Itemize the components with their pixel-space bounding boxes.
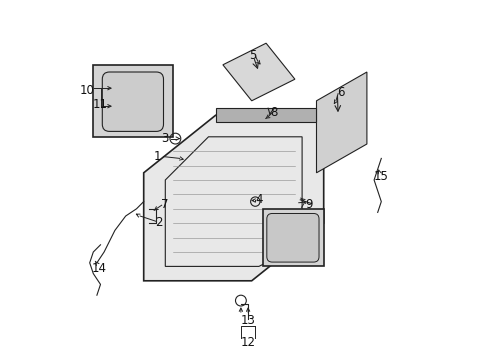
FancyBboxPatch shape — [266, 213, 318, 262]
Text: 13: 13 — [240, 314, 255, 327]
Text: 6: 6 — [337, 86, 344, 99]
Polygon shape — [316, 72, 366, 173]
Text: 2: 2 — [155, 216, 163, 229]
Text: 5: 5 — [248, 49, 256, 62]
Text: 8: 8 — [270, 106, 278, 119]
Polygon shape — [93, 65, 172, 137]
Polygon shape — [223, 43, 294, 101]
Text: 9: 9 — [304, 198, 312, 211]
Text: 12: 12 — [240, 336, 255, 349]
Polygon shape — [262, 209, 323, 266]
Text: 7: 7 — [161, 198, 168, 211]
Text: 11: 11 — [92, 98, 107, 111]
Text: 15: 15 — [373, 170, 388, 183]
Text: 4: 4 — [255, 193, 263, 206]
Text: 1: 1 — [153, 150, 161, 163]
FancyBboxPatch shape — [102, 72, 163, 131]
Polygon shape — [143, 115, 323, 281]
Text: 14: 14 — [91, 262, 106, 275]
Polygon shape — [215, 108, 316, 122]
Text: 10: 10 — [79, 84, 94, 96]
Text: 3: 3 — [161, 132, 169, 145]
